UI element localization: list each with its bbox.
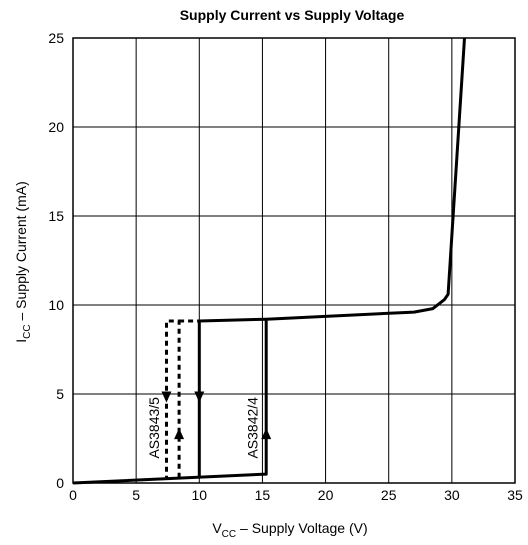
x-tick-label: 10 — [191, 487, 207, 503]
x-tick-label: 5 — [132, 487, 140, 503]
arrow-down-marker — [194, 391, 205, 403]
x-tick-label: 15 — [255, 487, 271, 503]
arrow-up-marker — [174, 428, 185, 440]
x-tick-label: 30 — [444, 487, 460, 503]
direction-arrows — [161, 391, 272, 440]
y-tick-label: 15 — [48, 208, 64, 224]
y-tick-label: 5 — [56, 386, 64, 402]
y-tick-label: 25 — [48, 30, 64, 46]
x-tick-label: 0 — [69, 487, 77, 503]
arrow-up-marker — [261, 428, 272, 440]
y-axis-label: ICC – Supply Current (mA) — [13, 181, 33, 343]
grid-lines — [72, 37, 516, 484]
y-tick-label: 0 — [56, 475, 64, 491]
series-annotation: AS3843/5 — [146, 397, 162, 459]
arrow-down-marker — [161, 391, 172, 403]
series-line-3 — [165, 319, 181, 478]
tick-labels: 0 5 10 15 20 25 30 35 0 5 10 15 20 25 — [48, 30, 523, 503]
y-tick-label: 10 — [48, 297, 64, 313]
x-axis-label: VCC – Supply Voltage (V) — [212, 520, 367, 540]
series-annotation: AS3842/4 — [244, 397, 260, 459]
series-line-1 — [72, 37, 466, 485]
data-series — [72, 37, 466, 485]
x-tick-label: 25 — [381, 487, 397, 503]
x-tick-label: 20 — [318, 487, 334, 503]
y-tick-label: 20 — [48, 119, 64, 135]
chart-title: Supply Current vs Supply Voltage — [180, 7, 405, 23]
x-tick-label: 35 — [507, 487, 523, 503]
plot-frame — [72, 37, 516, 484]
curve-annotations: AS3843/5 AS3842/4 — [146, 397, 261, 459]
